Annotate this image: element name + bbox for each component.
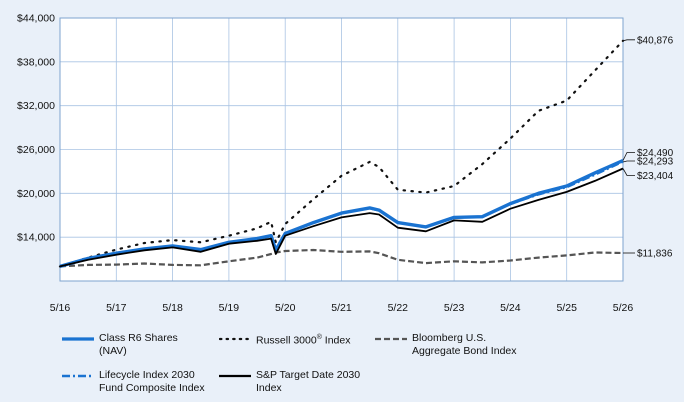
legend-label-russell-3000-sup: ® [316,334,322,341]
x-tick-label: 5/25 [556,302,577,314]
end-value-label: $11,836 [637,248,673,259]
end-label-leader [622,152,635,161]
legend-swatch-class-r6 [62,337,94,341]
legend-swatch-bloomberg [375,337,407,341]
series-lines [58,39,625,269]
x-tick-label: 5/16 [50,302,71,314]
legend-label-class-r6-line2: (NAV) [99,344,127,357]
series-line-3 [59,161,624,268]
x-tick-label: 5/23 [444,302,465,314]
end-value-label: $40,876 [637,35,674,46]
x-tick-label: 5/22 [388,302,409,314]
legend-label-russell-3000-suffix: Index [321,334,351,347]
legend-label-russell-3000: Russell 3000 [256,334,317,347]
legend-label-class-r6-line1: Class R6 Shares [99,332,178,344]
x-tick-label: 5/26 [613,302,634,314]
legend-swatch-sp-target-2030 [219,374,251,378]
legend-swatch-lifecycle-2030 [62,374,94,378]
series-line-1 [58,39,625,268]
x-tick-label: 5/20 [275,302,296,314]
legend-label-bloomberg-line2: Aggregate Bond Index [412,344,517,357]
legend-label-lifecycle-line2: Fund Composite Index [99,381,205,394]
end-label-leader [622,160,635,163]
y-tick-label: $14,000 [17,232,55,244]
series-line-4 [59,167,624,268]
legend-swatch-russell-3000 [219,337,251,341]
end-label-leader [622,168,635,176]
y-tick-label: $26,000 [17,144,55,156]
legend-label-sp-line2: Index [256,381,282,394]
x-tick-label: 5/17 [106,302,127,314]
end-value-label: $23,404 [637,171,674,182]
legend-label-lifecycle-line1: Lifecycle Index 2030 [99,369,195,381]
end-value-labels: $40,876 $24,490$24,293 $23,404 $11,836 [622,35,674,259]
x-tick-label: 5/24 [500,302,521,314]
legend-label-sp-line1: S&P Target Date 2030 [256,369,361,381]
x-tick-label: 5/19 [219,302,240,314]
y-tick-label: $20,000 [17,188,55,200]
axes: $14,000 $20,000 $26,000 $32,000 $38,000 $44,0… [17,13,633,315]
end-label-leader [622,39,635,42]
x-tick-label: 5/21 [331,302,352,314]
end-value-label: $24,293 [637,156,674,167]
plot-frame [59,17,624,282]
y-tick-label: $44,000 [17,13,55,25]
legend-label-bloomberg-line1: Bloomberg U.S. [412,332,487,344]
x-tick-label: 5/18 [162,302,183,314]
y-tick-label: $38,000 [17,56,55,68]
y-tick-label: $32,000 [17,100,55,112]
end-value-label: $24,490 [637,148,674,159]
